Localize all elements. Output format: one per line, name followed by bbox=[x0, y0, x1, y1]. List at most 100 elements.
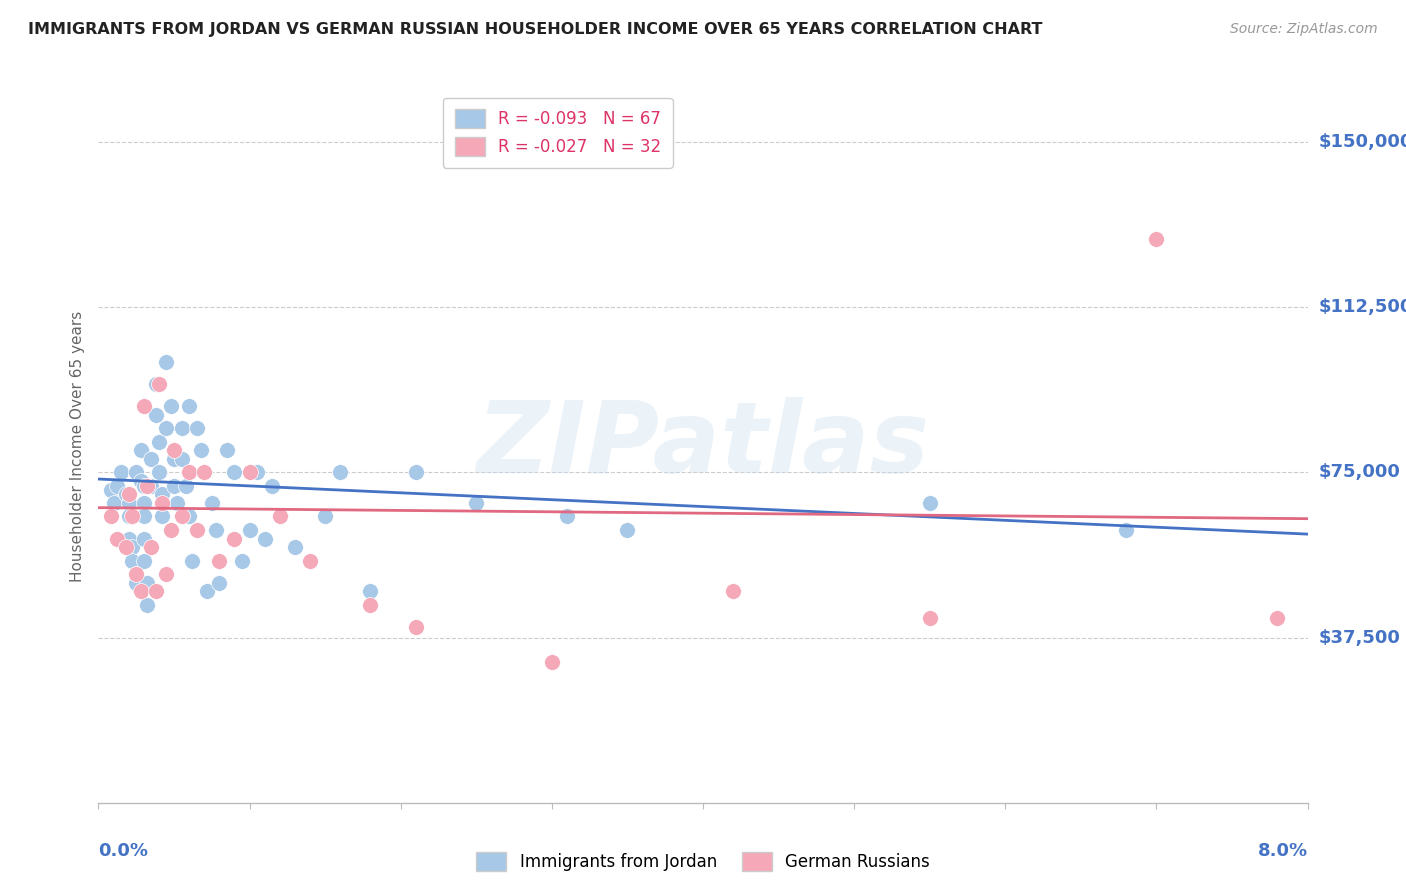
Point bbox=[195, 584, 218, 599]
Point bbox=[103, 496, 125, 510]
Point bbox=[125, 566, 148, 581]
Point bbox=[359, 598, 381, 612]
Point bbox=[155, 355, 177, 369]
Point bbox=[125, 575, 148, 590]
Point bbox=[174, 478, 197, 492]
Point bbox=[129, 443, 152, 458]
Point bbox=[616, 523, 638, 537]
Point bbox=[150, 509, 173, 524]
Text: ZIPatlas: ZIPatlas bbox=[477, 398, 929, 494]
Point bbox=[465, 496, 488, 510]
Point bbox=[208, 575, 231, 590]
Point bbox=[121, 509, 143, 524]
Point bbox=[135, 478, 157, 492]
Point bbox=[129, 584, 152, 599]
Point bbox=[215, 443, 238, 458]
Point bbox=[405, 466, 427, 480]
Point bbox=[100, 509, 122, 524]
Point bbox=[148, 466, 170, 480]
Point bbox=[121, 553, 143, 567]
Point bbox=[231, 553, 253, 567]
Point bbox=[141, 478, 163, 492]
Point bbox=[170, 421, 193, 435]
Point bbox=[114, 541, 136, 555]
Text: $75,000: $75,000 bbox=[1319, 464, 1400, 482]
Point bbox=[1265, 611, 1288, 625]
Legend: R = -0.093   N = 67, R = -0.027   N = 32: R = -0.093 N = 67, R = -0.027 N = 32 bbox=[443, 97, 673, 168]
Point bbox=[314, 509, 336, 524]
Point bbox=[125, 566, 148, 581]
Text: Source: ZipAtlas.com: Source: ZipAtlas.com bbox=[1230, 22, 1378, 37]
Point bbox=[100, 483, 122, 497]
Point bbox=[540, 655, 562, 669]
Point bbox=[132, 509, 155, 524]
Point bbox=[163, 443, 186, 458]
Point bbox=[145, 408, 167, 422]
Point bbox=[262, 478, 284, 492]
Point bbox=[160, 523, 183, 537]
Point bbox=[205, 523, 228, 537]
Y-axis label: Householder Income Over 65 years: Householder Income Over 65 years bbox=[70, 310, 86, 582]
Point bbox=[105, 532, 128, 546]
Text: 0.0%: 0.0% bbox=[98, 842, 149, 860]
Point bbox=[141, 452, 163, 467]
Text: IMMIGRANTS FROM JORDAN VS GERMAN RUSSIAN HOUSEHOLDER INCOME OVER 65 YEARS CORREL: IMMIGRANTS FROM JORDAN VS GERMAN RUSSIAN… bbox=[28, 22, 1043, 37]
Point bbox=[239, 466, 262, 480]
Point bbox=[145, 584, 167, 599]
Point bbox=[150, 487, 173, 501]
Point bbox=[329, 466, 352, 480]
Point bbox=[918, 611, 941, 625]
Point bbox=[148, 434, 170, 449]
Point bbox=[284, 541, 307, 555]
Point bbox=[163, 452, 186, 467]
Point bbox=[132, 496, 155, 510]
Point bbox=[155, 566, 177, 581]
Point bbox=[121, 541, 143, 555]
Text: 8.0%: 8.0% bbox=[1257, 842, 1308, 860]
Point bbox=[208, 553, 231, 567]
Point bbox=[186, 421, 208, 435]
Point bbox=[299, 553, 322, 567]
Text: $150,000: $150,000 bbox=[1319, 133, 1406, 151]
Point bbox=[224, 466, 246, 480]
Point bbox=[166, 496, 188, 510]
Point bbox=[193, 466, 215, 480]
Point bbox=[141, 541, 163, 555]
Point bbox=[132, 532, 155, 546]
Point bbox=[239, 523, 262, 537]
Point bbox=[201, 496, 224, 510]
Point bbox=[253, 532, 276, 546]
Point bbox=[105, 478, 128, 492]
Point bbox=[125, 466, 148, 480]
Point bbox=[179, 466, 201, 480]
Point bbox=[132, 553, 155, 567]
Point bbox=[918, 496, 941, 510]
Point bbox=[193, 466, 215, 480]
Point bbox=[135, 575, 157, 590]
Point bbox=[170, 452, 193, 467]
Point bbox=[118, 496, 141, 510]
Point bbox=[155, 421, 177, 435]
Point bbox=[118, 532, 141, 546]
Point bbox=[555, 509, 578, 524]
Point bbox=[163, 478, 186, 492]
Text: $37,500: $37,500 bbox=[1319, 629, 1400, 647]
Point bbox=[405, 619, 427, 633]
Point bbox=[132, 478, 155, 492]
Point bbox=[224, 532, 246, 546]
Point bbox=[269, 509, 291, 524]
Point bbox=[160, 400, 183, 414]
Point bbox=[181, 553, 204, 567]
Point bbox=[269, 509, 291, 524]
Point bbox=[145, 377, 167, 392]
Point bbox=[110, 466, 132, 480]
Point bbox=[114, 487, 136, 501]
Legend: Immigrants from Jordan, German Russians: Immigrants from Jordan, German Russians bbox=[468, 843, 938, 880]
Point bbox=[148, 377, 170, 392]
Point bbox=[135, 598, 157, 612]
Point bbox=[118, 487, 141, 501]
Point bbox=[170, 509, 193, 524]
Point bbox=[1115, 523, 1137, 537]
Point bbox=[179, 400, 201, 414]
Point bbox=[179, 509, 201, 524]
